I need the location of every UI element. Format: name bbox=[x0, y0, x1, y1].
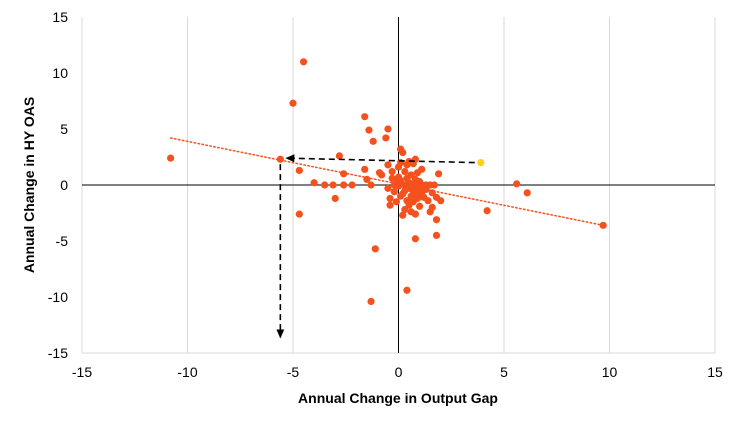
data-point bbox=[390, 188, 398, 196]
data-point bbox=[378, 171, 386, 179]
data-point bbox=[407, 171, 415, 179]
data-point bbox=[523, 189, 531, 197]
highlight-point bbox=[477, 159, 485, 167]
data-point bbox=[365, 126, 373, 134]
data-point bbox=[428, 189, 436, 197]
x-tick-label: 5 bbox=[500, 364, 508, 380]
data-point bbox=[401, 206, 409, 214]
data-point bbox=[384, 184, 392, 192]
trendline-layer bbox=[169, 137, 604, 227]
data-point bbox=[167, 154, 175, 162]
horizontal-arrow bbox=[285, 154, 475, 164]
data-point bbox=[335, 152, 344, 160]
data-point bbox=[422, 185, 430, 194]
arrow-layer bbox=[276, 154, 475, 339]
data-point bbox=[295, 210, 303, 218]
x-tick-label: 10 bbox=[602, 364, 618, 380]
y-tick-label: -15 bbox=[48, 345, 68, 361]
data-point bbox=[434, 170, 443, 178]
x-axis-title: Annual Change in Output Gap bbox=[298, 390, 498, 406]
data-point bbox=[394, 182, 403, 190]
data-point bbox=[430, 181, 438, 189]
x-tick-label: 0 bbox=[395, 364, 403, 380]
data-point bbox=[599, 221, 607, 229]
data-points bbox=[167, 58, 607, 306]
data-point bbox=[321, 181, 329, 189]
y-tick-label: 15 bbox=[52, 9, 68, 25]
data-point bbox=[299, 58, 308, 66]
data-point bbox=[483, 207, 491, 215]
data-point bbox=[386, 201, 394, 209]
x-tick-label: -10 bbox=[177, 364, 197, 380]
data-point bbox=[384, 125, 392, 133]
data-point bbox=[386, 194, 394, 203]
y-axis-title: Annual Change in HY OAS bbox=[21, 97, 37, 273]
data-point bbox=[432, 216, 441, 224]
data-point bbox=[310, 179, 318, 187]
data-point bbox=[428, 203, 436, 211]
data-point bbox=[411, 210, 419, 218]
data-point bbox=[416, 202, 424, 210]
y-tick-label: 0 bbox=[60, 177, 68, 193]
data-point bbox=[397, 176, 405, 185]
data-point bbox=[367, 297, 375, 306]
data-point bbox=[403, 286, 411, 294]
data-point bbox=[363, 175, 371, 183]
data-point bbox=[437, 197, 445, 205]
data-point bbox=[411, 235, 419, 243]
data-point bbox=[331, 194, 339, 203]
data-point bbox=[513, 180, 521, 188]
x-tick-label: 15 bbox=[707, 364, 723, 380]
data-point bbox=[361, 113, 369, 121]
data-point bbox=[276, 155, 284, 163]
data-point bbox=[295, 166, 303, 175]
y-tick-label: -10 bbox=[48, 289, 68, 305]
x-tick-label: -15 bbox=[72, 364, 92, 380]
data-point bbox=[432, 231, 441, 239]
data-point bbox=[371, 245, 379, 253]
data-point bbox=[388, 167, 396, 176]
data-point bbox=[392, 198, 400, 206]
data-point bbox=[413, 194, 422, 203]
tick-labels: -15 -10 -5 0 5 10 15 15 10 5 0 -5 -10 -15 bbox=[48, 9, 723, 380]
data-point bbox=[361, 165, 369, 173]
data-point bbox=[289, 99, 297, 107]
data-point bbox=[340, 181, 348, 189]
data-point bbox=[401, 167, 409, 176]
data-point bbox=[418, 165, 426, 173]
x-tick-label: -5 bbox=[287, 364, 300, 380]
data-point bbox=[424, 197, 432, 205]
data-point bbox=[348, 181, 356, 189]
data-point bbox=[384, 161, 392, 169]
y-tick-label: 10 bbox=[52, 65, 68, 81]
data-point bbox=[367, 181, 375, 189]
y-tick-label: 5 bbox=[60, 121, 68, 137]
y-tick-label: -5 bbox=[56, 233, 69, 249]
data-point bbox=[329, 181, 337, 189]
data-point bbox=[399, 211, 407, 219]
data-point bbox=[369, 137, 377, 145]
data-point bbox=[399, 148, 407, 157]
data-point bbox=[382, 134, 390, 142]
trendline bbox=[169, 137, 604, 227]
data-point bbox=[340, 170, 348, 178]
